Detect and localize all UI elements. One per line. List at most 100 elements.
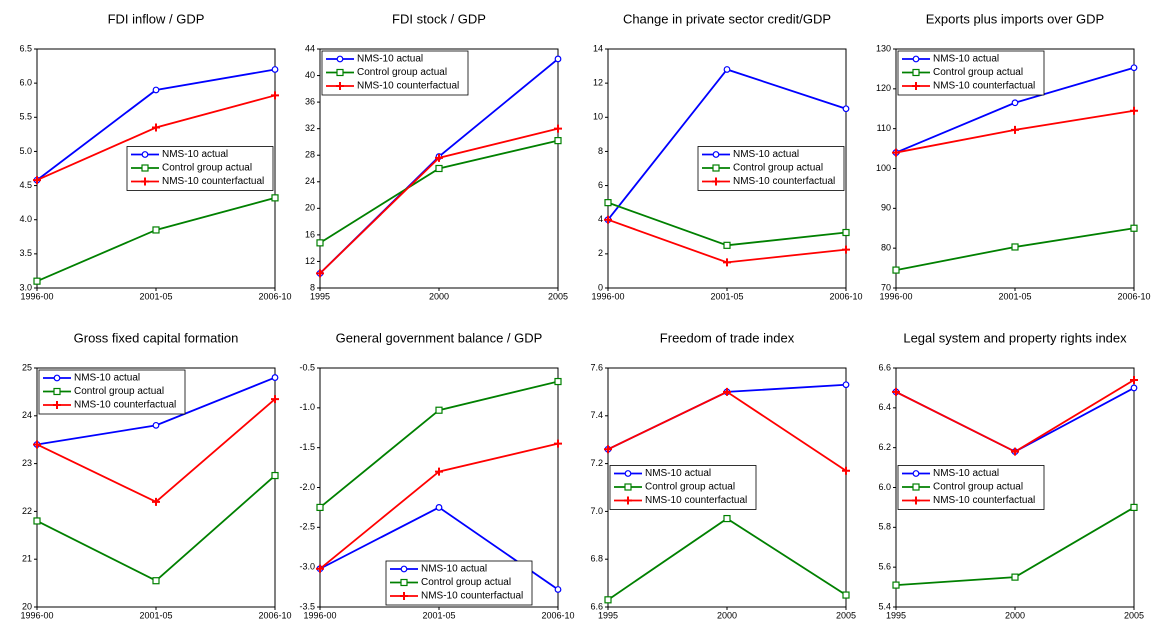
marker bbox=[723, 514, 731, 523]
x-tick-label: 1996-00 bbox=[591, 291, 624, 301]
x-tick-label: 1996-00 bbox=[20, 610, 53, 620]
marker bbox=[152, 577, 160, 585]
y-tick-label: 25 bbox=[22, 362, 32, 372]
legend-label: NMS-10 counterfactual bbox=[162, 176, 264, 187]
x-tick-label: 2001-05 bbox=[998, 291, 1031, 301]
legend-label: NMS-10 counterfactual bbox=[933, 495, 1035, 506]
legend-marker bbox=[912, 496, 920, 505]
marker bbox=[271, 395, 279, 404]
legend-label: NMS-10 actual bbox=[733, 149, 799, 160]
marker bbox=[842, 466, 850, 475]
series-line bbox=[607, 390, 847, 472]
marker bbox=[152, 86, 160, 94]
marker bbox=[435, 164, 443, 173]
marker bbox=[892, 387, 900, 396]
y-tick-label: 8 bbox=[310, 282, 315, 292]
y-tick-label: 0 bbox=[598, 282, 603, 292]
y-tick-label: 20 bbox=[22, 601, 32, 611]
legend: NMS-10 actual Control group actual NMS-10 … bbox=[897, 465, 1045, 510]
y-tick-label: -1.5 bbox=[299, 442, 315, 452]
legend: NMS-10 actual Control group actual NMS-10 … bbox=[126, 146, 274, 191]
y-tick-label: 7.2 bbox=[590, 458, 603, 468]
legend-marker bbox=[336, 68, 344, 77]
marker bbox=[554, 124, 562, 133]
y-tick-label: 6 bbox=[598, 180, 603, 190]
legend-marker bbox=[400, 592, 408, 600]
series-line bbox=[36, 474, 276, 582]
y-tick-label: 5.5 bbox=[19, 112, 32, 122]
panel: FDI inflow / GDP 3.0 3.5 4.0 4.5 5.0 5.5 6.0 6.5… bbox=[19, 11, 291, 301]
y-tick-label: 4 bbox=[598, 214, 603, 224]
y-tick-label: 16 bbox=[305, 229, 315, 239]
marker bbox=[1130, 384, 1138, 392]
legend-label: NMS-10 actual bbox=[933, 54, 999, 65]
chart-title: FDI stock / GDP bbox=[392, 11, 486, 26]
y-tick-label: 100 bbox=[876, 163, 891, 173]
legend-label: NMS-10 actual bbox=[357, 54, 423, 65]
y-tick-label: 110 bbox=[877, 123, 891, 133]
marker bbox=[1011, 125, 1019, 134]
x-tick-label: 2000 bbox=[429, 291, 449, 301]
legend-marker bbox=[400, 565, 408, 573]
y-tick-label: 90 bbox=[881, 203, 891, 213]
marker bbox=[1011, 573, 1019, 581]
marker bbox=[892, 148, 900, 157]
x-tick-label: 1995 bbox=[310, 291, 330, 301]
legend-label: NMS-10 actual bbox=[74, 373, 140, 384]
chart-title: General government balance / GDP bbox=[336, 330, 543, 345]
marker bbox=[604, 596, 612, 604]
legend-marker bbox=[141, 177, 149, 186]
legend-label: NMS-10 counterfactual bbox=[357, 81, 459, 92]
x-tick-label: 2006-10 bbox=[541, 610, 574, 620]
series-line bbox=[895, 387, 1135, 453]
y-tick-label: 80 bbox=[881, 243, 891, 253]
legend-label: Control group actual bbox=[357, 67, 447, 78]
y-tick-label: 6.4 bbox=[878, 402, 891, 412]
chart-title: Gross fixed capital formation bbox=[74, 330, 239, 345]
x-tick-label: 2006-10 bbox=[258, 610, 291, 620]
legend-marker bbox=[400, 578, 408, 587]
marker bbox=[1011, 243, 1019, 251]
legend-marker bbox=[624, 483, 632, 491]
panel: Legal system and property rights index 5.… bbox=[878, 330, 1144, 620]
marker bbox=[842, 381, 850, 389]
marker bbox=[723, 241, 731, 249]
legend-marker bbox=[624, 496, 632, 505]
y-tick-label: 5.8 bbox=[878, 522, 891, 532]
y-tick-label: 4.5 bbox=[19, 180, 32, 190]
x-tick-label: 1995 bbox=[886, 610, 906, 620]
chart-title: Freedom of trade index bbox=[660, 330, 795, 345]
y-tick-label: 6.0 bbox=[19, 78, 32, 88]
marker bbox=[152, 226, 160, 234]
marker bbox=[316, 564, 324, 573]
panel: Change in private sector credit/GDP 0 2 4 6 8… bbox=[591, 11, 862, 301]
y-tick-label: 7.4 bbox=[590, 410, 603, 420]
panel: Freedom of trade index 6.6 6.8 7.0 7.2 7.4 7.6… bbox=[590, 330, 856, 620]
marker bbox=[33, 517, 41, 525]
chart-title: Change in private sector credit/GDP bbox=[623, 11, 831, 26]
panel: FDI stock / GDP 8 12 16 20 24 28 32 36 40 44 1995 20… bbox=[305, 11, 568, 301]
legend-label: Control group actual bbox=[645, 482, 735, 493]
marker bbox=[723, 387, 731, 396]
y-tick-label: -3.5 bbox=[299, 601, 315, 611]
legend-label: NMS-10 counterfactual bbox=[74, 400, 176, 411]
y-tick-label: 5.0 bbox=[19, 146, 32, 156]
marker bbox=[152, 497, 160, 506]
x-tick-label: 2001-05 bbox=[422, 610, 455, 620]
x-tick-label: 2005 bbox=[548, 291, 568, 301]
y-tick-label: 4.0 bbox=[19, 214, 32, 224]
chart-title: Exports plus imports over GDP bbox=[926, 11, 1104, 26]
legend-label: NMS-10 counterfactual bbox=[733, 176, 835, 187]
legend-label: NMS-10 actual bbox=[162, 149, 228, 160]
y-tick-label: 6.0 bbox=[878, 482, 891, 492]
marker bbox=[1130, 224, 1138, 232]
y-tick-label: 36 bbox=[305, 96, 315, 106]
legend: NMS-10 actual Control group actual NMS-10 … bbox=[697, 146, 845, 191]
legend-marker bbox=[912, 470, 920, 477]
marker bbox=[604, 445, 612, 454]
x-tick-label: 1996-00 bbox=[303, 610, 336, 620]
x-tick-label: 2000 bbox=[717, 610, 737, 620]
x-tick-label: 2000 bbox=[1005, 610, 1025, 620]
